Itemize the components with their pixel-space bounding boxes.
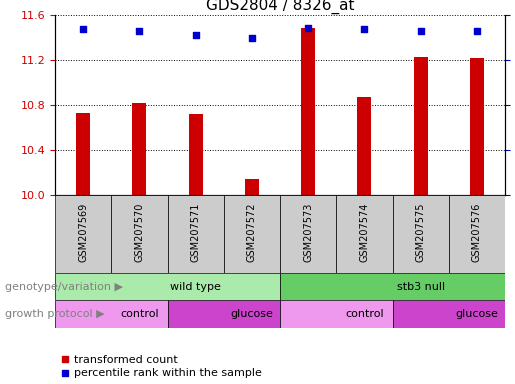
Legend: transformed count, percentile rank within the sample: transformed count, percentile rank withi…: [61, 355, 262, 379]
Title: GDS2804 / 8326_at: GDS2804 / 8326_at: [206, 0, 354, 14]
Bar: [111, 195, 167, 273]
Bar: [392, 195, 449, 273]
Text: control: control: [345, 309, 384, 319]
Point: [473, 28, 481, 34]
Text: control: control: [120, 309, 159, 319]
Bar: [357, 97, 371, 195]
Text: glucose: glucose: [230, 309, 273, 319]
Point: [360, 26, 369, 33]
Bar: [301, 28, 315, 195]
Point: [304, 25, 312, 31]
Bar: [55, 300, 167, 328]
Bar: [392, 300, 505, 328]
Text: stb3 null: stb3 null: [397, 281, 444, 291]
Text: genotype/variation ▶: genotype/variation ▶: [5, 281, 123, 291]
Point: [192, 32, 200, 38]
Bar: [280, 300, 392, 328]
Bar: [280, 195, 336, 273]
Text: GSM207576: GSM207576: [472, 203, 482, 262]
Bar: [76, 113, 90, 195]
Bar: [167, 300, 280, 328]
Bar: [414, 56, 427, 195]
Text: wild type: wild type: [170, 281, 221, 291]
Point: [417, 28, 425, 34]
Text: GSM207572: GSM207572: [247, 203, 257, 262]
Text: GSM207575: GSM207575: [416, 203, 425, 262]
Text: GSM207573: GSM207573: [303, 203, 313, 262]
Bar: [470, 58, 484, 195]
Text: GSM207571: GSM207571: [191, 203, 201, 262]
Text: glucose: glucose: [455, 309, 499, 319]
Bar: [132, 103, 146, 195]
Bar: [449, 195, 505, 273]
Bar: [224, 195, 280, 273]
Bar: [336, 195, 392, 273]
Text: growth protocol ▶: growth protocol ▶: [5, 309, 105, 319]
Bar: [245, 179, 259, 195]
Text: GSM207569: GSM207569: [78, 203, 88, 262]
Text: GSM207574: GSM207574: [359, 203, 369, 262]
Bar: [188, 114, 203, 195]
Bar: [280, 273, 505, 300]
Bar: [55, 195, 111, 273]
Point: [79, 26, 87, 33]
Text: GSM207570: GSM207570: [134, 203, 144, 262]
Point: [135, 28, 144, 34]
Bar: [55, 273, 280, 300]
Point: [248, 35, 256, 41]
Bar: [167, 195, 224, 273]
